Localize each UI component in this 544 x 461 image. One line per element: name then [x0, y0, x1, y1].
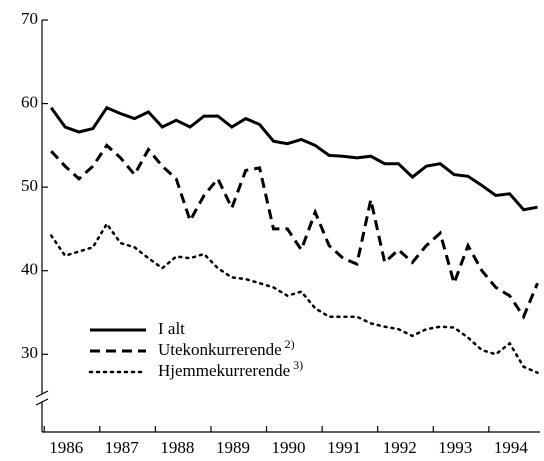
x-tick-label: 1990: [272, 438, 306, 457]
legend-footnote: 3): [293, 358, 303, 372]
y-tick-label: 50: [21, 176, 38, 195]
y-tick-label: 40: [21, 260, 38, 279]
x-tick-label: 1994: [494, 438, 529, 457]
series-line: [49, 221, 539, 374]
y-tick-label: 60: [21, 92, 38, 111]
legend-item: Utekonkurrerende 2): [90, 337, 295, 359]
x-tick-label: 1992: [383, 438, 417, 457]
x-tick-label: 1988: [160, 438, 194, 457]
legend-item: Hjemmekurrerende 3): [88, 358, 303, 380]
series-line: [49, 105, 538, 212]
x-tick-label: 1986: [49, 438, 83, 457]
legend-label: I alt: [158, 319, 185, 338]
y-tick-label: 70: [21, 9, 38, 28]
legend-item: I alt: [90, 319, 185, 338]
x-tick-label: 1991: [327, 438, 361, 457]
y-tick-label: 30: [21, 343, 38, 362]
x-tick-label: 1993: [438, 438, 472, 457]
axis-break: [35, 390, 49, 398]
legend-label: Hjemmekurrerende: [158, 361, 290, 380]
legend-label: Utekonkurrerende: [158, 340, 282, 359]
legend-footnote: 2): [285, 337, 295, 351]
x-tick-label: 1987: [105, 438, 140, 457]
axis-break: [35, 398, 49, 406]
x-tick-label: 1989: [216, 438, 250, 457]
series-line: [50, 143, 539, 320]
